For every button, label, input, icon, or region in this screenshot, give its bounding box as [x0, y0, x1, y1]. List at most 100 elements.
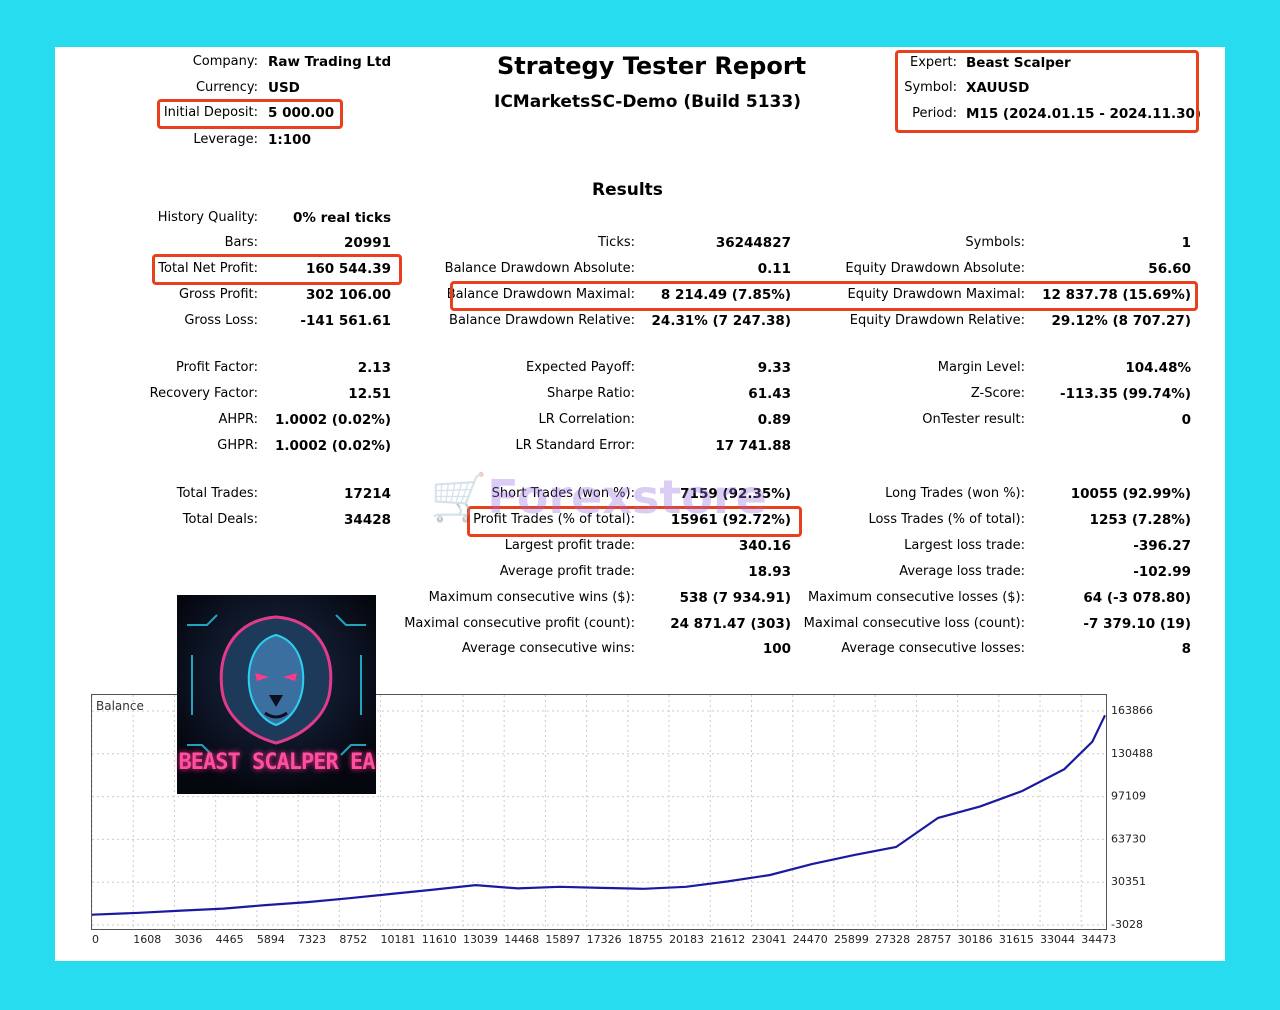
- avg-consec-losses-label: Average consecutive losses:: [841, 641, 1025, 656]
- x-tick-label: 21612: [710, 933, 745, 946]
- lr-correlation-label: LR Correlation:: [538, 412, 635, 427]
- period-label: Period:: [912, 106, 957, 121]
- total-trades-value: 17214: [344, 486, 391, 502]
- short-trades-value: 7159 (92.35%): [680, 486, 791, 502]
- highlight-initial-deposit: [157, 99, 343, 129]
- total-trades-label: Total Trades:: [176, 486, 258, 501]
- margin-level-value: 104.48%: [1125, 360, 1191, 376]
- equity-dd-abs-label: Equity Drawdown Absolute:: [845, 261, 1025, 276]
- balance-dd-rel-value: 24.31% (7 247.38): [651, 313, 791, 329]
- bars-label: Bars:: [224, 235, 258, 250]
- balance-chart: Balance: [91, 694, 1107, 930]
- profit-trades-label: Profit Trades (% of total):: [473, 512, 635, 527]
- history-quality-value: 0% real ticks: [293, 210, 391, 226]
- balance-dd-abs-label: Balance Drawdown Absolute:: [444, 261, 635, 276]
- x-tick-label: 27328: [875, 933, 910, 946]
- largest-profit-label: Largest profit trade:: [504, 538, 635, 553]
- x-tick-label: 17326: [587, 933, 622, 946]
- currency-label: Currency:: [195, 80, 258, 95]
- highlight-expert-block: [895, 50, 1199, 133]
- long-trades-value: 10055 (92.99%): [1070, 486, 1191, 502]
- avg-profit-label: Average profit trade:: [499, 564, 635, 579]
- avg-loss-label: Average loss trade:: [899, 564, 1025, 579]
- equity-dd-abs-value: 56.60: [1148, 261, 1191, 277]
- x-tick-label: 7323: [298, 933, 326, 946]
- largest-loss-label: Largest loss trade:: [904, 538, 1025, 553]
- avg-profit-value: 18.93: [748, 564, 791, 580]
- highlight-drawdown-maximal: [450, 281, 1198, 311]
- max-consec-losses-value: 64 (-3 078.80): [1083, 590, 1191, 606]
- y-tick-label: 63730: [1111, 832, 1146, 845]
- x-tick-label: 30186: [958, 933, 993, 946]
- maximal-consec-profit-label: Maximal consecutive profit (count):: [404, 616, 635, 631]
- x-tick-label: 20183: [669, 933, 704, 946]
- balance-chart-svg: Balance: [91, 695, 1106, 929]
- max-consec-wins-label: Maximum consecutive wins ($):: [428, 590, 635, 605]
- long-trades-label: Long Trades (won %):: [885, 486, 1025, 501]
- currency-value: USD: [268, 80, 300, 96]
- expected-payoff-label: Expected Payoff:: [526, 360, 635, 375]
- avg-consec-losses-value: 8: [1181, 641, 1191, 657]
- equity-dd-rel-value: 29.12% (8 707.27): [1051, 313, 1191, 329]
- company-value: Raw Trading Ltd: [268, 54, 392, 70]
- equity-dd-rel-label: Equity Drawdown Relative:: [849, 313, 1025, 328]
- recovery-factor-label: Recovery Factor:: [149, 386, 258, 401]
- report-title: Strategy Tester Report: [497, 52, 807, 80]
- sharpe-ratio-label: Sharpe Ratio:: [547, 386, 635, 401]
- maximal-consec-profit-value: 24 871.47 (303): [670, 616, 791, 632]
- x-tick-label: 33044: [1040, 933, 1075, 946]
- x-tick-label: 0: [92, 933, 99, 946]
- y-tick-label: 30351: [1111, 875, 1146, 888]
- history-quality-label: History Quality:: [157, 210, 258, 225]
- logo-text: BEAST SCALPER EA: [178, 750, 376, 775]
- avg-loss-value: -102.99: [1133, 564, 1191, 580]
- z-score-value: -113.35 (99.74%): [1060, 386, 1191, 402]
- lr-std-error-label: LR Standard Error:: [515, 438, 635, 453]
- profit-factor-label: Profit Factor:: [176, 360, 258, 375]
- profit-trades-value: 15961 (92.72%): [670, 512, 791, 528]
- y-tick-label: 163866: [1111, 704, 1153, 717]
- cart-icon: 🛒: [430, 470, 488, 524]
- x-tick-label: 31615: [999, 933, 1034, 946]
- expert-value: Beast Scalper: [966, 55, 1071, 71]
- bars-value: 20991: [344, 235, 391, 251]
- y-tick-label: 130488: [1111, 747, 1153, 760]
- ahpr-label: AHPR:: [218, 412, 258, 427]
- gross-loss-value: -141 561.61: [300, 313, 391, 329]
- max-consec-wins-value: 538 (7 934.91): [679, 590, 791, 606]
- initial-deposit-label: Initial Deposit:: [163, 105, 258, 120]
- x-tick-label: 3036: [174, 933, 202, 946]
- results-title: Results: [592, 180, 663, 200]
- sharpe-ratio-value: 61.43: [748, 386, 791, 402]
- symbol-value: XAUUSD: [966, 80, 1030, 96]
- y-tick-label: 97109: [1111, 790, 1146, 803]
- beast-scalper-logo: BEAST SCALPER EA: [177, 595, 376, 794]
- gross-profit-label: Gross Profit:: [178, 287, 258, 302]
- ontester-value: 0: [1181, 412, 1191, 428]
- max-consec-losses-label: Maximum consecutive losses ($):: [807, 590, 1025, 605]
- balance-dd-max-label: Balance Drawdown Maximal:: [446, 287, 635, 302]
- highlight-total-net-profit: [152, 254, 402, 285]
- x-tick-label: 1608: [133, 933, 161, 946]
- leverage-value: 1:100: [268, 132, 311, 148]
- watermark: 🛒Forexstore: [430, 470, 767, 524]
- recovery-factor-value: 12.51: [348, 386, 391, 402]
- loss-trades-value: 1253 (7.28%): [1089, 512, 1191, 528]
- ontester-label: OnTester result:: [922, 412, 1025, 427]
- symbol-label: Symbol:: [904, 80, 957, 95]
- lr-std-error-value: 17 741.88: [715, 438, 791, 454]
- ghpr-label: GHPR:: [217, 438, 258, 453]
- largest-loss-value: -396.27: [1133, 538, 1191, 554]
- total-deals-label: Total Deals:: [182, 512, 258, 527]
- gross-profit-value: 302 106.00: [306, 287, 391, 303]
- highlight-profit-trades: [467, 506, 802, 537]
- x-tick-label: 24470: [793, 933, 828, 946]
- x-tick-label: 11610: [422, 933, 457, 946]
- maximal-consec-loss-label: Maximal consecutive loss (count):: [803, 616, 1025, 631]
- equity-dd-max-value: 12 837.78 (15.69%): [1042, 287, 1191, 303]
- profit-factor-value: 2.13: [357, 360, 391, 376]
- gross-loss-label: Gross Loss:: [184, 313, 258, 328]
- balance-dd-max-value: 8 214.49 (7.85%): [660, 287, 791, 303]
- maximal-consec-loss-value: -7 379.10 (19): [1083, 616, 1191, 632]
